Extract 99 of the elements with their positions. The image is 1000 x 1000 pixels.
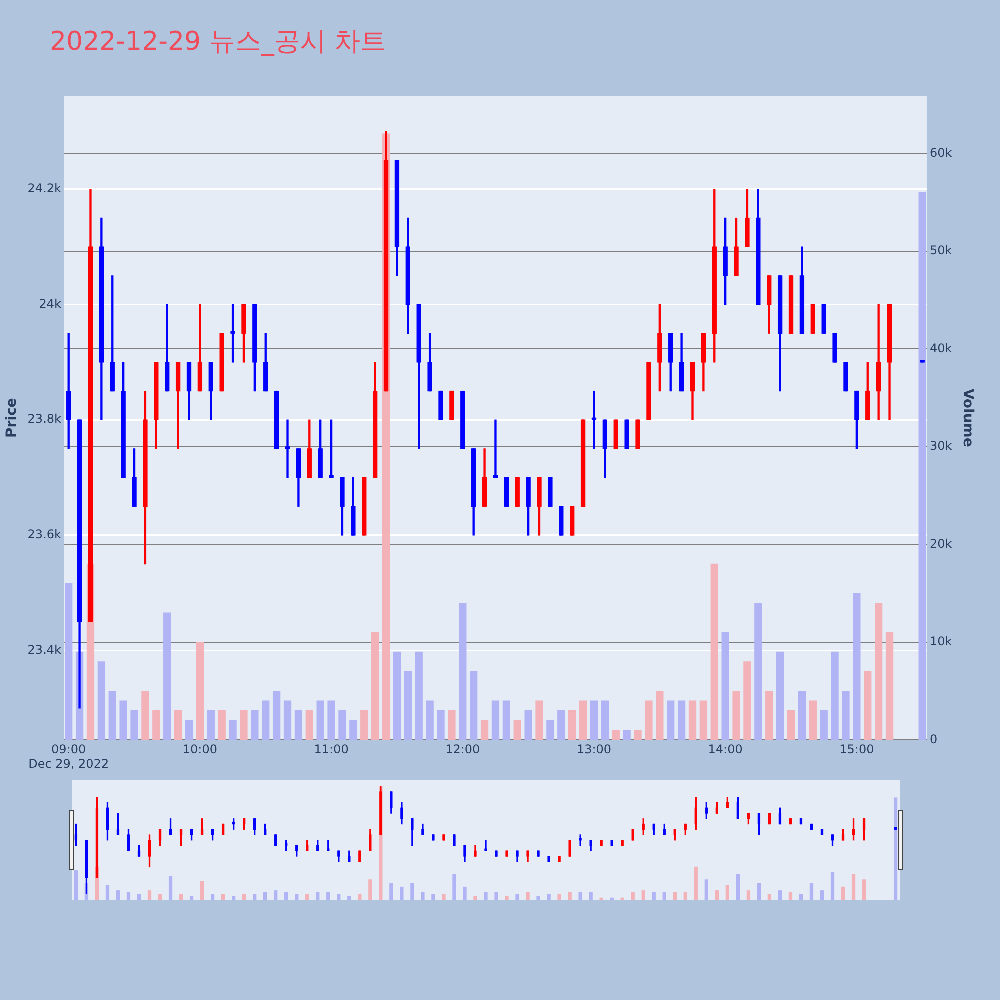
bar [360,710,368,740]
bar [174,710,182,740]
bar [404,671,412,740]
x-tick-label: 09:00 Dec 29, 2022 [28,742,110,771]
bar [448,710,456,740]
bar [536,700,544,740]
y2-tick-label: 60k [930,146,952,160]
bar [918,192,926,740]
bar [722,632,730,740]
bar [700,700,708,740]
bar [623,730,631,740]
y-tick-label: 23.8k [28,412,62,426]
bar [196,642,204,740]
bar [393,652,402,740]
bar [754,603,762,740]
bar [590,700,598,740]
bar [338,710,346,740]
bar [437,710,445,740]
bar [656,690,664,740]
chart-title: 2022-12-29 뉴스_공시 차트 [50,26,387,59]
bar [459,603,467,740]
bar [185,720,194,740]
y2-tick-label: 0 [930,732,938,746]
x-tick-label: 10:00 [182,742,218,757]
bar [514,720,522,740]
bar [524,710,532,740]
x-tick-label: 14:00 [708,742,743,757]
y2-tick-label: 10k [930,634,952,649]
bar [874,603,883,740]
bar [579,700,588,740]
bar [864,671,872,740]
bar [218,710,226,740]
bar [251,710,259,740]
bar [120,700,128,740]
bar [130,710,138,740]
bar [831,652,839,740]
bar [732,690,740,740]
bar [492,700,500,740]
bar [645,700,653,740]
bar [415,652,423,740]
bar [710,564,718,740]
y2-tick-label: 20k [930,536,952,551]
bar [108,690,116,740]
bar [284,700,292,740]
y-tick-label: 23.6k [28,528,62,542]
y2-tick-label: 30k [930,439,952,454]
bar [229,720,237,740]
bar [634,730,642,740]
bar [798,690,806,740]
bar [842,690,850,740]
y2-tick-label: 50k [930,244,952,258]
bar [688,700,697,740]
bar [886,632,894,740]
bar [240,710,248,740]
bar [480,720,489,740]
bar [667,700,675,740]
candlestick [493,420,498,478]
bar [316,700,324,740]
bar [294,710,303,740]
bar [470,671,478,740]
bar [601,700,610,740]
bar [272,690,281,740]
y-tick-label: 24.2k [28,182,62,196]
bar [546,720,554,740]
bar [809,700,817,740]
bar [65,583,73,740]
bar [371,632,380,740]
bar [612,730,620,740]
bar [262,700,270,740]
bar [98,662,106,740]
bar [164,612,172,740]
bar [306,710,314,740]
candlestick [285,420,290,478]
bar [558,710,566,740]
x-tick-label: 15:00 [840,742,874,757]
candlestick [592,390,597,450]
bar [502,700,510,740]
bar [766,690,774,740]
x-tick-label: 13:00 [576,742,612,757]
y2-axis-title: Volume [960,388,976,448]
x-tick-label: 11:00 [314,742,349,757]
bar [152,710,160,740]
y-tick-label: 23.4k [28,642,62,657]
bar [350,720,358,740]
bar [744,662,752,740]
bar [853,593,861,740]
y-tick-label: 24k [39,296,62,311]
x-tick-label: 12:00 [446,742,480,757]
bar [678,700,686,740]
bar [820,710,828,740]
bar [207,710,215,740]
bar [426,700,434,740]
bar [776,652,784,740]
bar [568,710,576,740]
y-axis-title: Price [4,398,20,438]
bar [328,700,336,740]
bar [787,710,796,740]
bar [142,690,150,740]
y2-tick-label: 40k [930,341,952,356]
